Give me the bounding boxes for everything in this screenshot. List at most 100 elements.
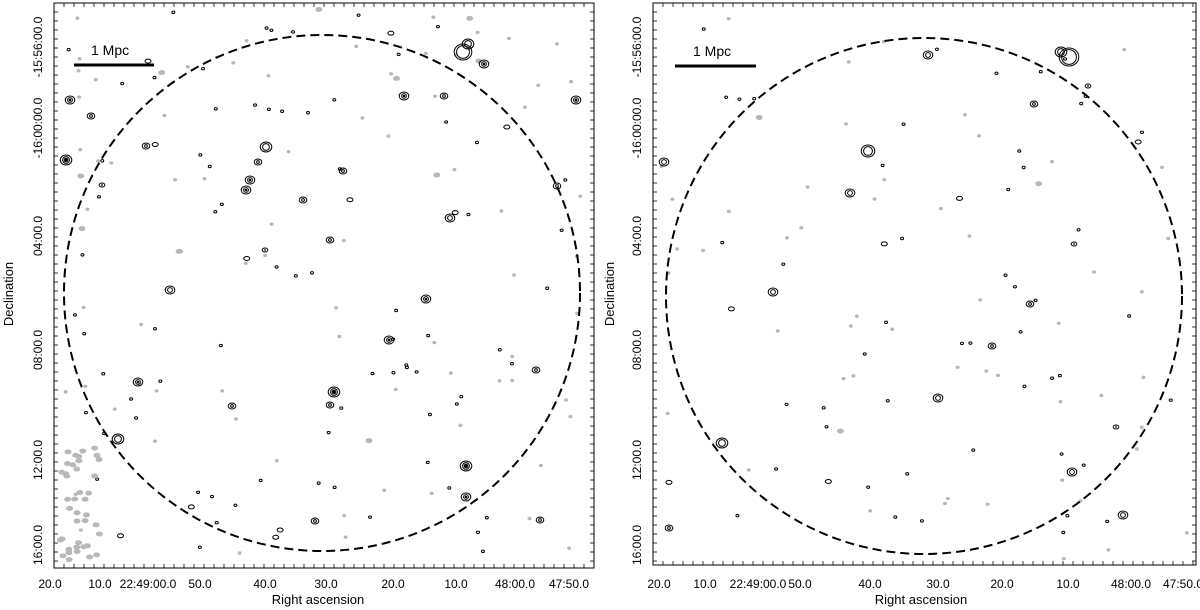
positive-noise-contour	[426, 333, 431, 338]
positive-noise-contour	[752, 96, 757, 101]
radio-source-contour	[987, 342, 997, 350]
negative-contour	[59, 553, 67, 559]
negative-contour	[77, 173, 85, 179]
positive-noise-contour	[480, 549, 485, 554]
negative-contour	[83, 384, 88, 389]
negative-contour	[343, 535, 348, 539]
negative-contour	[726, 16, 731, 21]
positive-noise-contour	[905, 472, 910, 476]
x-tick-label: 47:50.0	[1163, 577, 1200, 591]
positive-noise-contour	[134, 416, 139, 420]
radio-source-contour	[330, 388, 338, 396]
negative-contour	[510, 354, 515, 359]
x-tick-label: 50.0	[788, 577, 812, 591]
positive-noise-contour	[370, 371, 375, 376]
negative-contour	[429, 491, 434, 496]
positive-noise-contour	[144, 58, 152, 64]
positive-noise-contour	[233, 503, 238, 507]
negative-contour	[75, 458, 83, 464]
negative-contour	[66, 505, 74, 511]
x-tick-label: 22:49:00.0	[120, 577, 177, 591]
negative-contour	[365, 438, 373, 444]
radio-source-contour	[313, 519, 317, 523]
negative-contour	[938, 206, 943, 211]
positive-noise-contour	[129, 397, 134, 401]
left-y-axis-title: Declination	[1, 262, 16, 326]
positive-noise-contour	[885, 399, 890, 403]
radio-source-contour	[67, 97, 73, 103]
y-tick-label: 12:00.0	[630, 440, 644, 480]
positive-noise-contour	[1050, 376, 1055, 380]
positive-noise-contour	[509, 361, 514, 366]
left-x-ticks: 20.0 10.0 22:49:00.0 50.0 40.0 30.0 20.0 10.0 48…	[38, 3, 595, 591]
negative-contour	[244, 39, 249, 43]
positive-noise-contour	[893, 515, 898, 519]
positive-noise-contour	[66, 47, 71, 52]
radio-source-contour	[253, 158, 263, 166]
negative-contour	[726, 209, 731, 214]
radio-source-contour	[256, 160, 260, 164]
positive-noise-contour	[1079, 101, 1084, 106]
negative-contour	[868, 509, 873, 513]
positive-noise-contour	[824, 478, 832, 484]
positive-noise-contour	[95, 477, 100, 481]
positive-noise-contour	[187, 504, 195, 510]
positive-noise-contour	[97, 195, 102, 199]
positive-noise-contour	[266, 107, 271, 112]
radio-source-contour	[478, 59, 490, 69]
negative-contour	[1056, 321, 1061, 325]
x-tick-label: 20.0	[990, 577, 1014, 591]
positive-noise-contour	[994, 71, 999, 76]
radio-source-contour	[658, 157, 670, 167]
positive-noise-contour	[213, 107, 218, 111]
radio-source-contour	[264, 249, 266, 251]
radio-source-contour	[1057, 48, 1065, 56]
negative-contour	[76, 69, 81, 73]
positive-noise-contour	[1012, 285, 1017, 289]
negative-contour	[393, 387, 398, 392]
radio-source-contour	[1032, 102, 1036, 106]
radio-source-contour	[331, 389, 337, 395]
radio-source-contour	[420, 294, 432, 304]
negative-contour	[92, 522, 100, 528]
positive-noise-contour	[387, 30, 395, 36]
radio-source-contour	[328, 238, 332, 242]
negative-contour	[86, 554, 94, 560]
positive-noise-contour	[1017, 149, 1022, 153]
radio-source-contour	[240, 185, 252, 195]
negative-contour	[499, 209, 504, 213]
radio-source-contour	[1087, 85, 1089, 87]
radio-source-contour	[101, 184, 103, 186]
negative-contour	[665, 411, 670, 416]
negative-contour	[386, 134, 391, 138]
positive-noise-contour	[821, 406, 826, 410]
radio-source-contour	[462, 462, 470, 470]
radio-source-contour	[89, 114, 93, 118]
positive-noise-contour	[1003, 273, 1008, 277]
negative-contour	[274, 459, 279, 463]
x-tick-label: 30.0	[926, 577, 950, 591]
negative-contour	[746, 468, 751, 472]
negative-contour	[77, 95, 82, 99]
negative-contour	[977, 134, 982, 138]
positive-noise-contour	[201, 66, 206, 71]
negative-contour	[269, 222, 274, 226]
negative-contour	[71, 496, 79, 502]
radio-source-contour	[1070, 241, 1078, 247]
radio-source-contour	[111, 433, 125, 445]
left-scale-bar-label: 1 Mpc	[91, 42, 129, 58]
radio-source-contour	[135, 379, 141, 385]
radio-source-contour	[860, 144, 876, 158]
negative-contour	[75, 540, 83, 546]
negative-contour	[173, 178, 178, 182]
positive-noise-contour	[1038, 70, 1043, 74]
negative-contour	[578, 194, 583, 198]
negative-contour	[73, 549, 81, 555]
negative-contour	[354, 44, 359, 49]
negative-contour	[64, 496, 72, 502]
negative-contour	[984, 369, 989, 373]
radio-source-contour	[259, 141, 273, 153]
negative-contour	[185, 65, 190, 69]
positive-noise-contour	[454, 402, 459, 406]
negative-contour	[79, 448, 87, 454]
